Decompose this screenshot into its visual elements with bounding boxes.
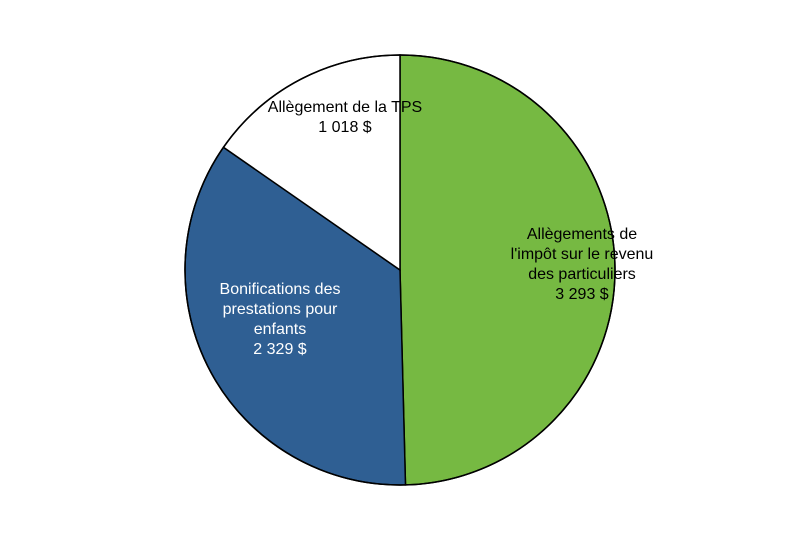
slice-label-tps: Allègement de la TPS 1 018 $ bbox=[245, 98, 445, 138]
pie-svg bbox=[0, 0, 800, 541]
pie-chart: Allègements de l'impôt sur le revenu des… bbox=[0, 0, 800, 541]
slice-label-bonifications: Bonifications des prestations pour enfan… bbox=[195, 280, 365, 360]
slice-label-impot: Allègements de l'impôt sur le revenu des… bbox=[492, 225, 672, 305]
